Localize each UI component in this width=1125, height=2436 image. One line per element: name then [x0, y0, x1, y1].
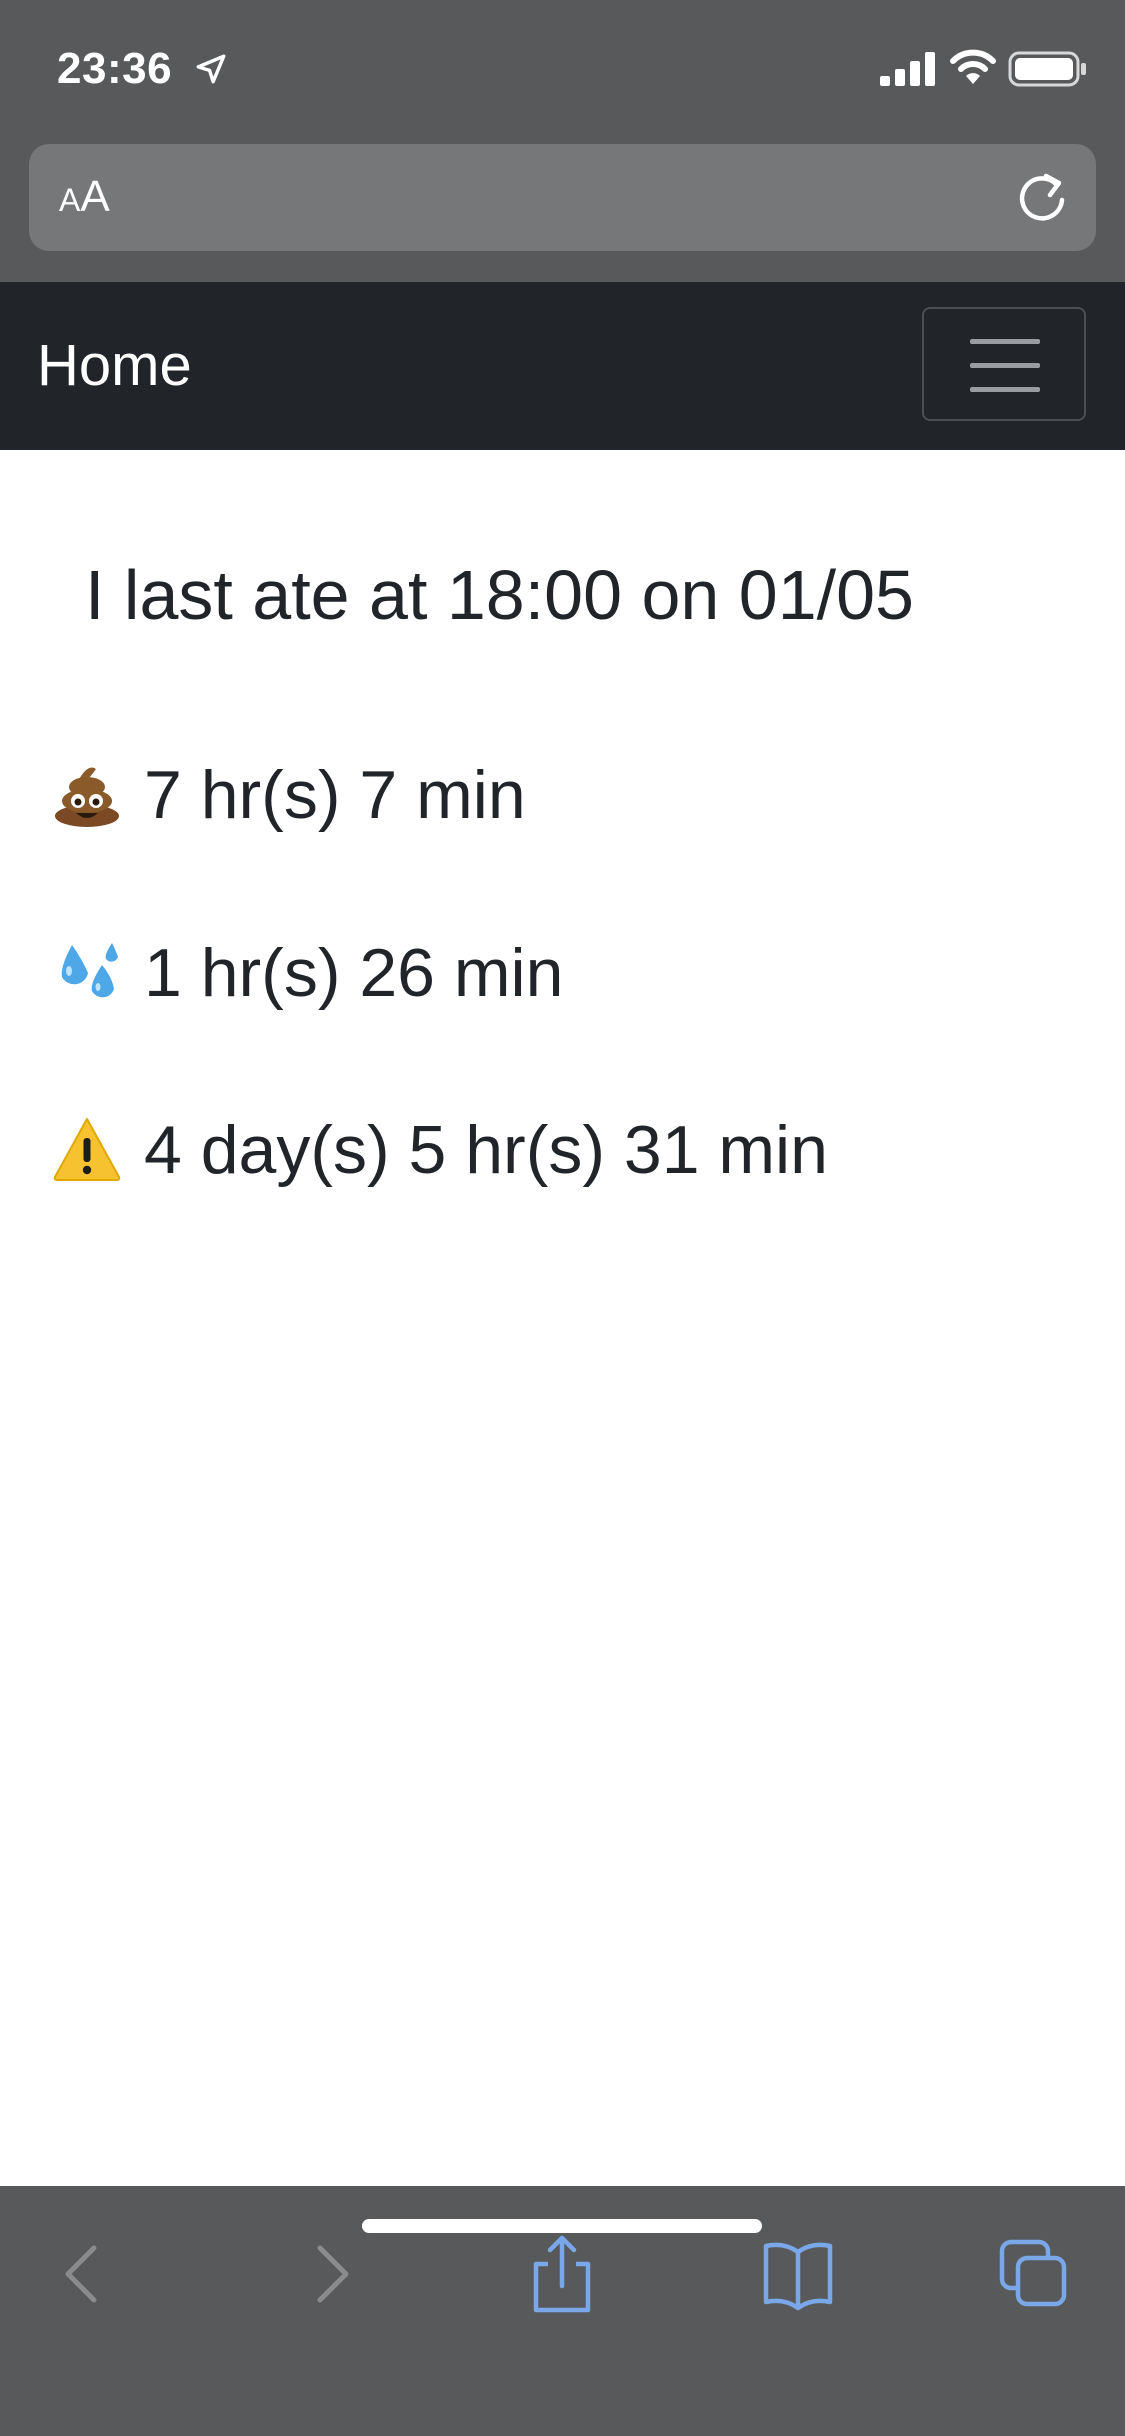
status-bar: 23:36: [0, 0, 1125, 140]
status-time: 23:36: [57, 44, 173, 93]
address-bar[interactable]: AA: [29, 144, 1096, 251]
stat-warning-text: 4 day(s) 5 hr(s) 31 min: [144, 1112, 828, 1188]
hamburger-menu-icon: [970, 339, 1040, 344]
location-arrow-icon: [196, 54, 226, 84]
hamburger-menu-icon: [970, 363, 1040, 368]
navbar-toggler-button[interactable]: [922, 307, 1086, 421]
stat-poop: 7 hr(s) 7 min: [52, 750, 526, 840]
hamburger-menu-icon: [970, 387, 1040, 392]
home-indicator: [362, 2219, 762, 2233]
tabs-icon[interactable]: [994, 2234, 1074, 2314]
share-icon[interactable]: [522, 2234, 602, 2314]
last-ate-heading: I last ate at 18:00 on 01/05: [85, 556, 914, 634]
stat-sweat-text: 1 hr(s) 26 min: [144, 935, 564, 1011]
poop-icon: [55, 767, 119, 828]
back-icon[interactable]: [46, 2234, 126, 2314]
wifi-icon: [950, 49, 996, 84]
reader-mode-button[interactable]: AA: [59, 172, 110, 221]
reload-icon[interactable]: [1012, 168, 1072, 228]
warning-icon: [53, 1118, 121, 1182]
stat-warning: 4 day(s) 5 hr(s) 31 min: [52, 1105, 828, 1195]
sweat-droplets-icon: [61, 943, 118, 998]
browser-top-chrome: 23:36 AA: [0, 0, 1125, 282]
forward-icon[interactable]: [288, 2234, 368, 2314]
navbar-brand-home[interactable]: Home: [37, 333, 192, 398]
stat-sweat: 1 hr(s) 26 min: [52, 928, 563, 1018]
cellular-signal-icon: [880, 52, 935, 86]
battery-icon: [1008, 51, 1086, 87]
navbar: Home: [0, 282, 1125, 450]
bookmarks-icon[interactable]: [758, 2234, 838, 2314]
stat-poop-text: 7 hr(s) 7 min: [144, 757, 526, 833]
